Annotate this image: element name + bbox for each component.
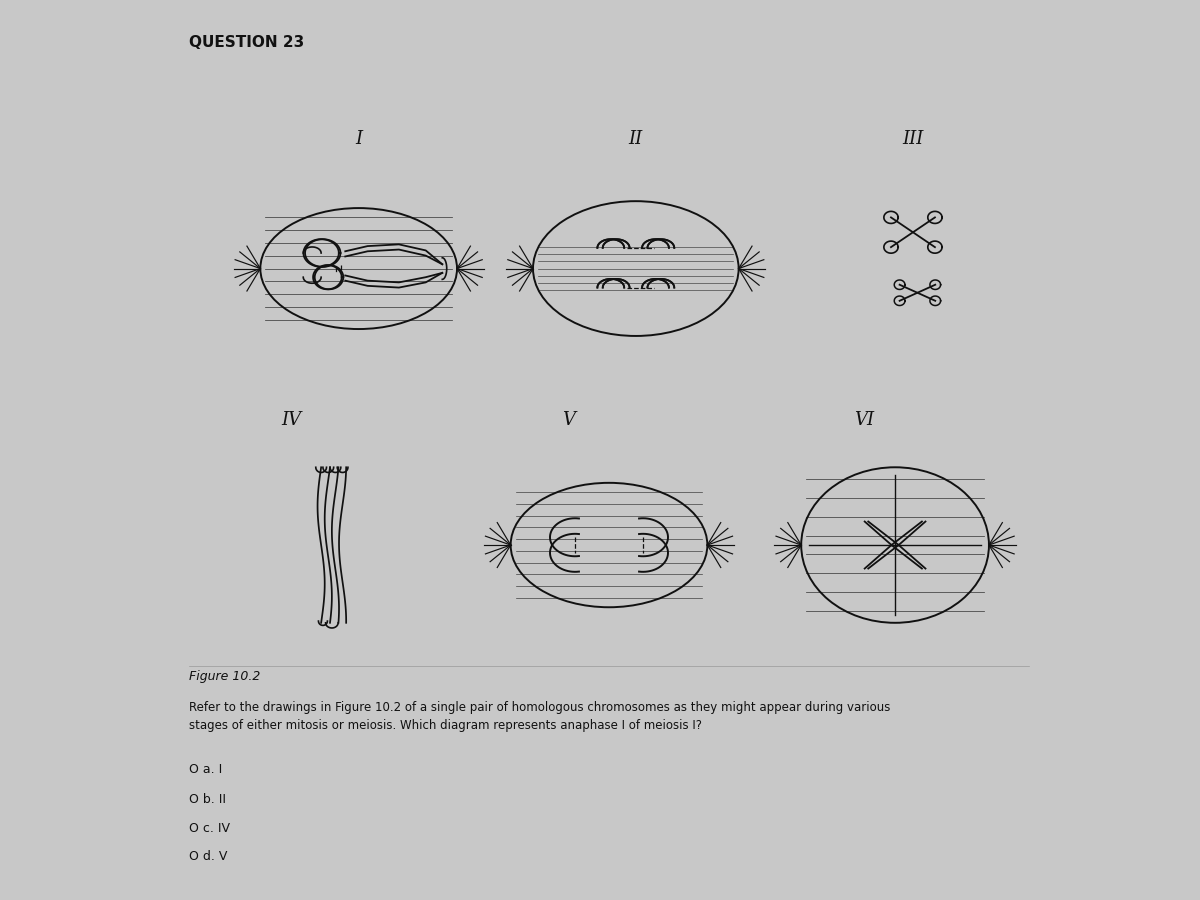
- Text: O b. II: O b. II: [188, 794, 226, 806]
- Text: II: II: [629, 130, 643, 148]
- Text: Refer to the drawings in Figure 10.2 of a single pair of homologous chromosomes : Refer to the drawings in Figure 10.2 of …: [188, 700, 890, 732]
- Text: Figure 10.2: Figure 10.2: [188, 670, 260, 683]
- Text: O d. V: O d. V: [188, 850, 227, 862]
- Text: III: III: [902, 130, 924, 148]
- Text: O c. IV: O c. IV: [188, 822, 230, 835]
- Text: V: V: [563, 410, 575, 428]
- Text: VI: VI: [853, 410, 874, 428]
- Text: IV: IV: [282, 410, 301, 428]
- Text: QUESTION 23: QUESTION 23: [188, 35, 304, 50]
- Text: I: I: [355, 130, 362, 148]
- Text: O a. I: O a. I: [188, 763, 222, 776]
